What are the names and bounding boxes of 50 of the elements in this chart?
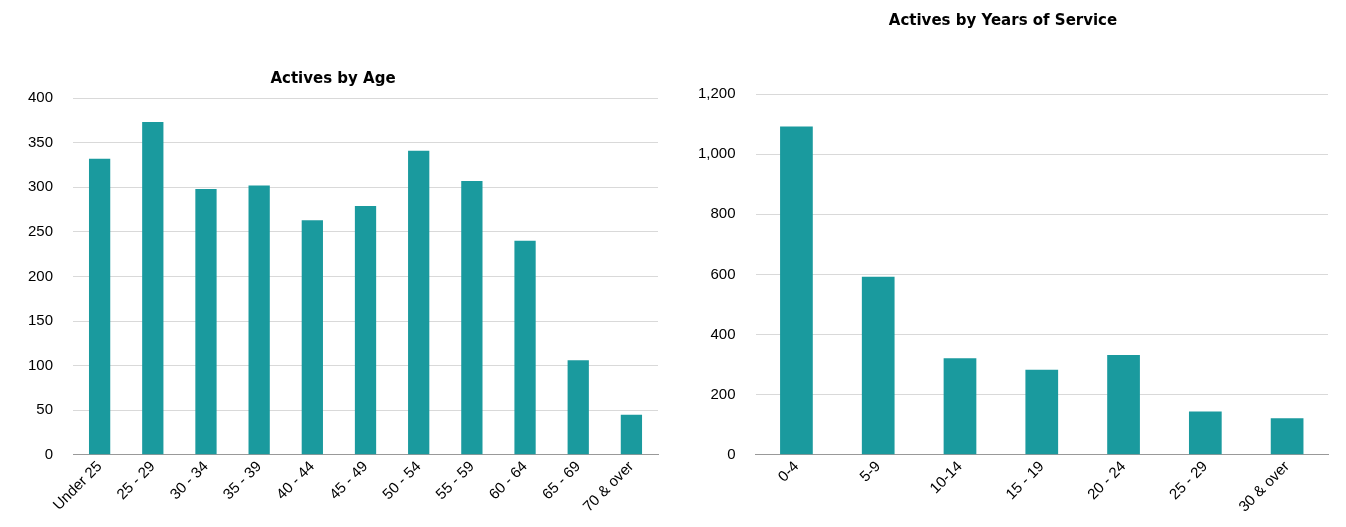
y-tick-label: 800 [710, 204, 736, 222]
bar [514, 240, 536, 455]
chart-title: Actives by Age [270, 68, 396, 87]
bar [354, 205, 377, 455]
bar [195, 189, 217, 455]
chart-title: Actives by Years of Service [888, 10, 1118, 29]
y-tick-label: 1,000 [697, 144, 736, 162]
y-tick-label: 1,200 [697, 84, 736, 102]
y-tick-label: 0 [727, 445, 736, 463]
y-tick-label: 350 [28, 132, 54, 150]
x-tick-label: 55 - 59 [431, 457, 477, 503]
x-tick-label: 45 - 49 [325, 457, 371, 503]
bar [142, 122, 164, 455]
bar [1270, 418, 1304, 455]
x-tick-label: 35 - 39 [219, 457, 265, 503]
bar [1188, 411, 1222, 455]
x-tick-label: 5-9 [855, 457, 884, 485]
bar [943, 358, 977, 455]
bar [861, 276, 895, 455]
x-tick-label: 25 - 29 [1165, 457, 1211, 503]
bar [620, 414, 643, 455]
bar [1025, 369, 1059, 455]
x-tick-label: 15 - 19 [1001, 457, 1047, 503]
x-tick-label: 30 - 34 [165, 457, 212, 503]
bar [567, 360, 589, 455]
x-tick-label: 30 & over [1234, 457, 1293, 515]
x-tick-label: 40 - 44 [272, 457, 318, 503]
bar [1107, 355, 1140, 455]
y-tick-label: 0 [44, 445, 54, 463]
y-tick-label: 600 [710, 264, 736, 282]
x-tick-label: 25 - 29 [112, 457, 158, 503]
x-tick-label: 0-4 [774, 457, 802, 485]
y-tick-label: 250 [28, 221, 54, 239]
y-tick-label: 200 [28, 266, 54, 284]
bar [88, 158, 111, 455]
y-tick-label: 200 [710, 384, 736, 402]
y-tick-label: 300 [28, 177, 54, 195]
y-tick-label: 400 [710, 324, 736, 342]
x-tick-label: 60 - 64 [485, 457, 531, 503]
y-tick-label: 100 [28, 355, 54, 373]
y-tick-label: 50 [36, 400, 54, 418]
y-tick-label: 150 [28, 311, 54, 329]
bar [461, 180, 483, 455]
bar [248, 185, 270, 455]
bar [780, 126, 813, 455]
bar [301, 220, 323, 455]
bar [408, 150, 430, 455]
x-tick-label: 20 - 24 [1083, 457, 1129, 503]
x-tick-label: 50 - 54 [378, 457, 424, 503]
y-tick-label: 400 [28, 88, 54, 106]
